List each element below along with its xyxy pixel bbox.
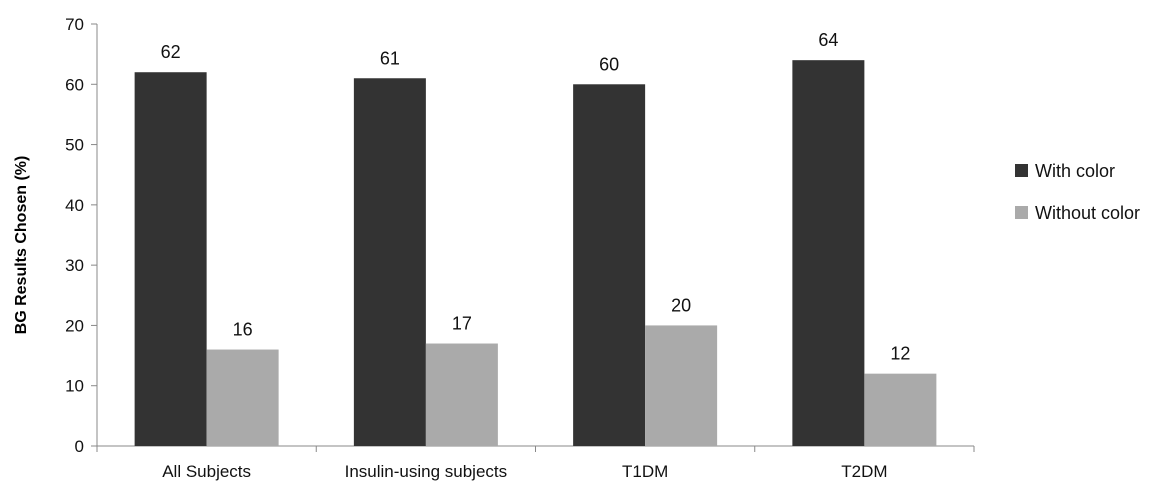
y-tick-label: 70 bbox=[65, 15, 84, 34]
legend-swatch bbox=[1015, 206, 1028, 219]
data-label: 60 bbox=[599, 54, 619, 74]
data-label: 12 bbox=[890, 344, 910, 364]
bar-without-color bbox=[645, 325, 718, 446]
bar-with-color bbox=[573, 84, 646, 447]
bar-without-color bbox=[864, 373, 937, 446]
x-tick-label: T1DM bbox=[622, 462, 668, 481]
data-label: 61 bbox=[380, 48, 400, 68]
data-label: 62 bbox=[161, 42, 181, 62]
bar-without-color bbox=[425, 343, 498, 446]
y-tick-label: 50 bbox=[65, 136, 84, 155]
x-tick-label: Insulin-using subjects bbox=[345, 462, 508, 481]
data-label: 64 bbox=[818, 30, 838, 50]
bar-with-color bbox=[353, 78, 426, 446]
legend-label: Without color bbox=[1035, 203, 1140, 223]
bars bbox=[134, 60, 937, 447]
y-axis-ticks: 0 10 20 30 40 50 60 70 bbox=[65, 15, 97, 456]
legend-swatch bbox=[1015, 164, 1028, 177]
data-label: 16 bbox=[233, 320, 253, 340]
y-axis-label: BG Results Chosen (%) bbox=[13, 156, 30, 335]
y-tick-label: 20 bbox=[65, 316, 84, 335]
legend: With color Without color bbox=[1015, 161, 1140, 223]
x-axis-ticks: All Subjects Insulin-using subjects T1DM T2… bbox=[96, 446, 975, 481]
legend-label: With color bbox=[1035, 161, 1115, 181]
y-tick-label: 10 bbox=[65, 377, 84, 396]
bar-without-color bbox=[206, 349, 279, 446]
bar-with-color bbox=[134, 72, 207, 446]
y-tick-label: 40 bbox=[65, 196, 84, 215]
bar-with-color bbox=[792, 60, 865, 447]
data-label: 17 bbox=[452, 314, 472, 334]
x-tick-label: T2DM bbox=[841, 462, 887, 481]
y-tick-label: 0 bbox=[75, 437, 84, 456]
y-tick-label: 30 bbox=[65, 256, 84, 275]
x-tick-label: All Subjects bbox=[162, 462, 251, 481]
y-tick-label: 60 bbox=[65, 75, 84, 94]
data-label: 20 bbox=[671, 295, 691, 315]
data-labels: 62 16 61 17 60 20 64 12 bbox=[161, 30, 911, 363]
